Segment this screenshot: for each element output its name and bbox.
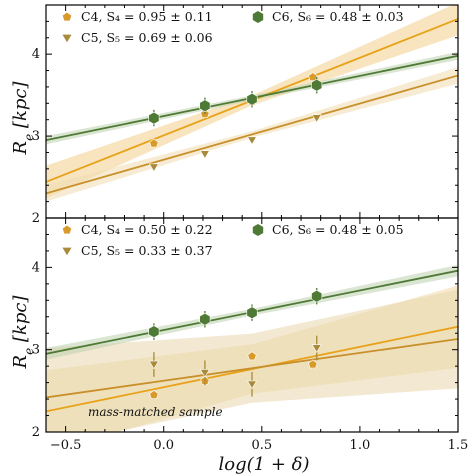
data-point-c6 [199, 312, 211, 326]
data-point-c5 [148, 163, 159, 173]
panel-top: 2 3 4 C4, S₄ = 0.95 ± 0.11 C5, S₅ = 0.69 ± 0… [32, 4, 459, 226]
data-point-c6 [311, 289, 323, 303]
axes-frame [45, 217, 459, 433]
legend-marker-c5 [62, 247, 72, 256]
y-tick-label: 2 [32, 211, 40, 226]
legend-label-c6: C6, S₆ = 0.48 ± 0.05 [272, 222, 404, 237]
fit-line-c5 [46, 74, 458, 195]
annotation-mass-matched: mass-matched sample [88, 405, 223, 419]
legend-label-c4: C4, S₄ = 0.50 ± 0.22 [81, 222, 213, 237]
x-tick-label: 0.5 [251, 438, 272, 453]
plot-area [46, 264, 458, 432]
legend-entry-c5: C5, S₅ = 0.33 ± 0.37 [62, 243, 213, 258]
legend-marker-c6 [252, 224, 264, 236]
legend-marker-c6 [252, 11, 264, 23]
y-tick-label: 4 [32, 47, 40, 62]
data-point-c5 [311, 114, 322, 123]
legend-marker-c4 [62, 225, 72, 234]
panel-bottom: 2 3 4 −0.5 0.0 0.5 1.0 1.5 C4, S₄ = 0.50 ± 0.22 C… [32, 217, 469, 453]
legend-label-c6: C6, S₆ = 0.48 ± 0.03 [272, 9, 404, 24]
y-axis-label-bottom: Re [kpc] [10, 295, 36, 370]
legend-entry-c6: C6, S₆ = 0.48 ± 0.05 [252, 222, 404, 237]
data-point-c6 [311, 78, 323, 92]
data-point-c6 [148, 325, 160, 338]
x-tick-label: −0.5 [50, 438, 82, 453]
data-point-c4 [247, 351, 257, 361]
legend-entry-c6: C6, S₆ = 0.48 ± 0.03 [252, 9, 404, 24]
x-tick-label: 1.0 [350, 438, 371, 453]
legend-marker-c5 [62, 34, 72, 43]
data-point-c5 [199, 150, 210, 159]
legend-entry-c5: C5, S₅ = 0.69 ± 0.06 [62, 30, 213, 45]
data-point-c4 [308, 359, 318, 369]
data-point-c4 [149, 390, 159, 399]
legend-label-c4: C4, S₄ = 0.95 ± 0.11 [81, 9, 213, 24]
data-point-c4 [149, 138, 159, 148]
data-point-c5 [311, 344, 322, 353]
y-tick-label: 4 [32, 260, 40, 275]
x-axis-label: log(1 + δ) [219, 454, 310, 474]
legend-label-c5: C5, S₅ = 0.69 ± 0.06 [81, 30, 213, 45]
legend-marker-c4 [62, 12, 72, 21]
data-point-c6 [199, 99, 211, 113]
data-point-c6 [148, 111, 160, 125]
data-point-c5 [246, 380, 258, 390]
legend-entry-c4: C4, S₄ = 0.95 ± 0.11 [62, 9, 213, 24]
data-point-c4 [308, 72, 318, 81]
y-tick-label: 2 [32, 425, 40, 440]
y-axis-label-top: Re [kpc] [10, 81, 36, 156]
data-point-c5 [246, 136, 258, 145]
fit-line-c5 [46, 338, 458, 399]
legend-label-c5: C5, S₅ = 0.33 ± 0.37 [81, 243, 213, 258]
x-tick-label: 1.5 [448, 438, 469, 453]
data-point-c5 [148, 360, 159, 370]
legend-entry-c4: C4, S₄ = 0.50 ± 0.22 [62, 222, 213, 237]
data-point-c6 [246, 306, 258, 320]
x-tick-label: 0.0 [153, 438, 174, 453]
data-point-c5 [199, 369, 210, 378]
plot-area [46, 5, 458, 202]
y-tick-label: 3 [32, 343, 40, 358]
data-point-c6 [246, 92, 258, 106]
y-tick-label: 3 [32, 129, 40, 144]
confidence-band-c5 [46, 289, 458, 432]
